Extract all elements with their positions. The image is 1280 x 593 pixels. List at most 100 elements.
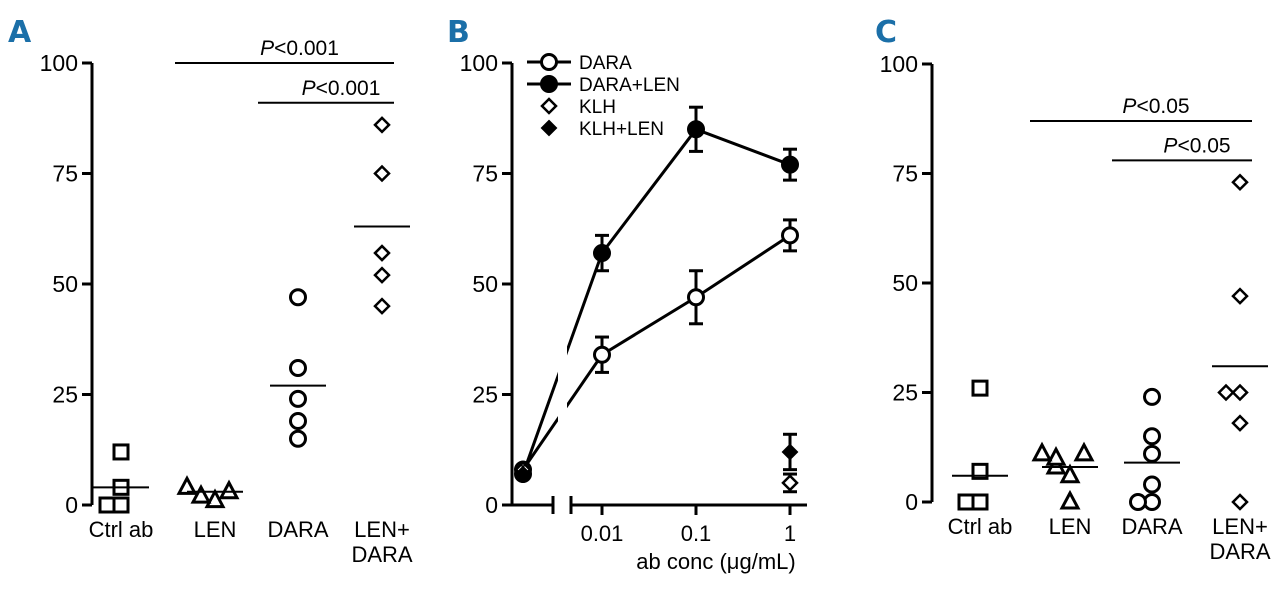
- data-point: [289, 389, 307, 408]
- data-point: [1231, 173, 1249, 192]
- p-symbol: P: [260, 37, 274, 60]
- x-category-label: LEN+: [354, 517, 410, 542]
- x-category-label: LEN+: [1212, 514, 1268, 539]
- panel-letter: C: [875, 15, 897, 50]
- data-point: [289, 412, 307, 431]
- legend-marker: [540, 53, 558, 71]
- data-point: [971, 379, 989, 397]
- data-point: [373, 244, 391, 262]
- x-tick-label: 0.1: [681, 521, 712, 546]
- data-point: [687, 288, 705, 307]
- x-category-label: DARA: [1209, 539, 1270, 564]
- y-tick-label: 50: [892, 270, 918, 296]
- p-symbol: P: [1122, 95, 1136, 118]
- data-point: [373, 297, 391, 315]
- x-category-label: LEN: [194, 517, 237, 542]
- p-threshold: <0.05: [1177, 134, 1230, 157]
- data-point: [112, 496, 130, 514]
- data-point: [781, 226, 799, 245]
- data-point: [218, 479, 240, 500]
- data-point: [781, 155, 799, 174]
- data-point: [373, 164, 391, 183]
- data-point: [593, 345, 611, 364]
- y-tick-label: 100: [880, 51, 918, 77]
- data-point: [593, 244, 611, 263]
- p-symbol: P: [1163, 134, 1177, 157]
- data-point: [1143, 444, 1161, 463]
- data-point: [1231, 383, 1249, 402]
- y-tick-label: 25: [892, 380, 918, 406]
- series-markers-dara-plus-len: [514, 105, 799, 484]
- data-point: [1143, 427, 1161, 446]
- data-point: [1231, 493, 1249, 511]
- data-point: [971, 493, 989, 511]
- data-point: [373, 266, 391, 284]
- data-point: [957, 493, 975, 511]
- data-point: [289, 429, 307, 448]
- legend-marker: [540, 75, 558, 93]
- data-point: [1217, 383, 1235, 402]
- series-markers-klh-plus-len: [514, 432, 799, 483]
- data-point: [98, 496, 116, 514]
- data-point: [781, 443, 799, 461]
- data-point: [1231, 287, 1249, 305]
- data-point: [289, 288, 307, 307]
- data-point: [1143, 387, 1161, 406]
- p-value-label: P<0.001: [302, 77, 381, 100]
- legend-label: KLH+LEN: [579, 119, 664, 140]
- legend-label: DARA: [579, 53, 632, 74]
- series-markers-klh: [514, 460, 799, 494]
- data-point: [176, 475, 198, 495]
- y-tick-label: 0: [485, 492, 498, 518]
- legend-label: DARA+LEN: [579, 75, 680, 96]
- x-category-label: DARA: [267, 517, 328, 542]
- y-tick-label: 0: [905, 489, 918, 515]
- y-tick-label: 25: [52, 382, 78, 408]
- p-threshold: <0.001: [316, 77, 381, 100]
- y-tick-label: 50: [472, 271, 498, 297]
- legend-label: KLH: [579, 97, 616, 118]
- panel-letter: A: [8, 15, 32, 50]
- data-point: [1031, 441, 1053, 462]
- data-point: [781, 474, 799, 492]
- data-point: [289, 358, 307, 377]
- data-point: [1231, 414, 1249, 432]
- y-tick-label: 75: [892, 161, 918, 187]
- y-tick-label: 25: [472, 382, 498, 408]
- data-point: [1045, 446, 1067, 466]
- p-symbol: P: [302, 77, 316, 100]
- y-tick-label: 75: [52, 161, 78, 187]
- x-tick-label: 0.01: [581, 521, 624, 546]
- x-category-label: Ctrl ab: [948, 514, 1013, 539]
- data-point: [1143, 475, 1161, 494]
- panel-letter: B: [447, 15, 470, 50]
- y-tick-label: 0: [65, 492, 78, 518]
- x-category-label: DARA: [1121, 514, 1182, 539]
- x-tick-label: 1: [784, 521, 796, 546]
- p-value-label: P<0.001: [260, 37, 339, 60]
- x-category-label: Ctrl ab: [89, 517, 154, 542]
- panel-b: B 0 25 50 75 100 0.01 0.1 1 ab conc (μg/mL) DARADA…: [447, 15, 807, 574]
- data-point: [112, 443, 130, 461]
- p-threshold: <0.001: [274, 37, 339, 60]
- p-threshold: <0.05: [1136, 95, 1189, 118]
- x-category-label: DARA: [351, 542, 412, 567]
- data-point: [1059, 489, 1081, 510]
- legend-marker: [540, 119, 558, 137]
- data-point: [687, 120, 705, 139]
- x-axis-title: ab conc (μg/mL): [636, 549, 795, 574]
- legend-marker: [540, 97, 558, 115]
- axis-break-gap: [558, 63, 567, 502]
- data-point: [1129, 493, 1147, 511]
- y-tick-label: 100: [40, 50, 78, 76]
- y-tick-label: 50: [52, 271, 78, 297]
- data-point: [1073, 441, 1095, 462]
- p-value-label: P<0.05: [1122, 95, 1189, 118]
- data-point: [514, 465, 532, 483]
- data-point: [373, 116, 391, 134]
- y-tick-label: 100: [460, 50, 498, 76]
